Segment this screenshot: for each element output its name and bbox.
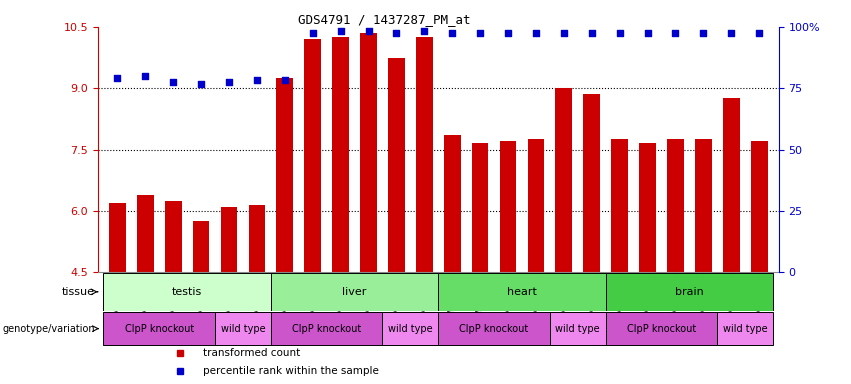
Bar (611, 139, 628, 272)
Point (501, 30, 515, 36)
Bar (137, 195, 154, 272)
Bar (248, 205, 266, 272)
Bar (438, 312, 550, 345)
Text: heart: heart (507, 287, 537, 297)
Bar (528, 139, 545, 272)
Bar (639, 143, 656, 272)
Bar (215, 312, 271, 345)
Point (613, 30, 626, 36)
Text: ClpP knockout: ClpP knockout (292, 324, 362, 334)
Text: brain: brain (675, 287, 704, 297)
Bar (271, 312, 382, 345)
Point (250, 77, 264, 83)
Point (306, 30, 319, 36)
Text: ClpP knockout: ClpP knockout (627, 324, 696, 334)
Point (418, 28, 431, 34)
Bar (360, 33, 377, 272)
Text: transformed count: transformed count (203, 348, 300, 358)
Text: liver: liver (342, 287, 367, 297)
Bar (165, 201, 181, 272)
Bar (722, 98, 740, 272)
Point (167, 79, 180, 85)
Bar (104, 273, 271, 311)
Point (529, 30, 543, 36)
Text: genotype/variation: genotype/variation (3, 324, 95, 334)
Bar (438, 273, 606, 311)
Bar (332, 37, 349, 272)
Point (752, 30, 766, 36)
Bar (305, 39, 321, 272)
Point (139, 73, 152, 79)
Bar (388, 58, 405, 272)
Point (390, 30, 403, 36)
Bar (271, 273, 438, 311)
Title: GDS4791 / 1437287_PM_at: GDS4791 / 1437287_PM_at (298, 13, 470, 26)
Bar (444, 135, 460, 272)
Text: ClpP knockout: ClpP knockout (460, 324, 528, 334)
Text: wild type: wild type (388, 324, 432, 334)
Text: wild type: wild type (722, 324, 768, 334)
Bar (277, 78, 294, 272)
Text: testis: testis (172, 287, 203, 297)
Bar (667, 139, 684, 272)
Bar (471, 143, 488, 272)
Bar (550, 312, 606, 345)
Point (222, 79, 236, 85)
Text: tissue: tissue (62, 287, 95, 297)
Bar (606, 273, 773, 311)
Bar (416, 37, 432, 272)
Point (111, 75, 124, 81)
Bar (220, 207, 237, 272)
Bar (500, 141, 517, 272)
Text: wild type: wild type (220, 324, 266, 334)
Bar (104, 312, 215, 345)
Point (724, 30, 738, 36)
Bar (606, 312, 717, 345)
Point (194, 81, 208, 87)
Text: wild type: wild type (556, 324, 600, 334)
Point (445, 30, 459, 36)
Point (641, 30, 654, 36)
Bar (583, 94, 600, 272)
Point (585, 30, 598, 36)
Point (473, 30, 487, 36)
Bar (751, 141, 768, 272)
Point (669, 30, 683, 36)
Bar (717, 312, 773, 345)
Bar (695, 139, 711, 272)
Point (334, 28, 347, 34)
Point (278, 77, 292, 83)
Point (362, 28, 375, 34)
Point (696, 30, 710, 36)
Text: ClpP knockout: ClpP knockout (124, 324, 194, 334)
Bar (109, 203, 126, 272)
Point (557, 30, 571, 36)
Bar (556, 88, 572, 272)
Bar (192, 221, 209, 272)
Text: percentile rank within the sample: percentile rank within the sample (203, 366, 380, 376)
Bar (382, 312, 438, 345)
